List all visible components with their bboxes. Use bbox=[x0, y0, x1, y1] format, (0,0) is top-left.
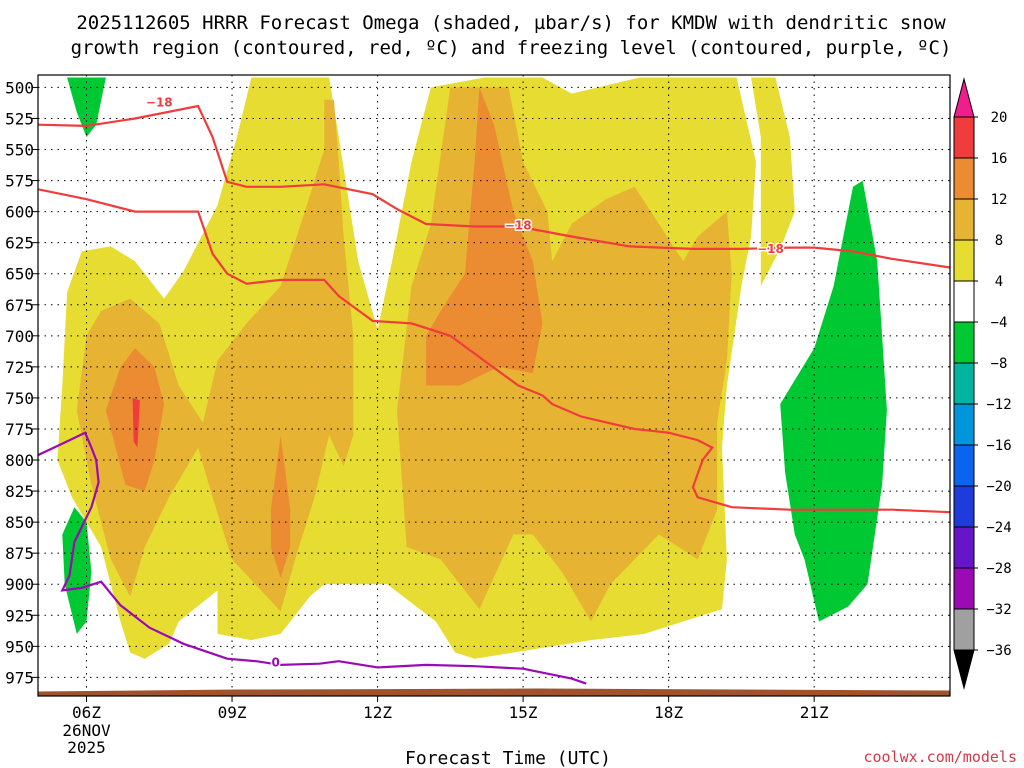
contour-label-3: 0 bbox=[272, 655, 280, 669]
y-tick-label-13: 825 bbox=[5, 482, 34, 501]
colorbar-label-3: 8 bbox=[995, 233, 1003, 249]
colorbar-bin-0 bbox=[953, 116, 975, 159]
y-tick-label-10: 750 bbox=[5, 389, 34, 408]
ground-terrain bbox=[38, 688, 950, 696]
y-tick-label-15: 875 bbox=[5, 544, 34, 563]
omega-region-5 bbox=[270, 435, 291, 578]
colorbar-bin-2 bbox=[953, 198, 975, 241]
colorbar-bin-9 bbox=[953, 485, 975, 528]
colorbar-label-5: −4 bbox=[991, 315, 1008, 331]
colorbar-bin-6 bbox=[953, 362, 975, 405]
x-tick-label-5: 21Z bbox=[800, 703, 829, 722]
y-tick-label-9: 725 bbox=[5, 358, 34, 377]
y-tick-label-1: 525 bbox=[5, 109, 34, 128]
colorbar-bin-5 bbox=[953, 321, 975, 364]
y-tick-label-12: 800 bbox=[5, 451, 34, 470]
plot-frame bbox=[37, 74, 951, 697]
omega-region-8 bbox=[67, 77, 106, 138]
colorbar-label-1: 16 bbox=[991, 151, 1008, 167]
colorbar-label-6: −8 bbox=[991, 356, 1008, 372]
chart-title-line2: growth region (contoured, red, ºC) and f… bbox=[71, 37, 952, 59]
y-tick-label-7: 675 bbox=[5, 296, 34, 315]
colorbar-label-13: −36 bbox=[986, 643, 1011, 659]
colorbar-bin-1 bbox=[953, 157, 975, 200]
omega-shading bbox=[57, 77, 887, 659]
colorbar-label-12: −32 bbox=[986, 602, 1011, 618]
omega-region-9 bbox=[62, 507, 92, 634]
y-tick-label-4: 600 bbox=[5, 203, 34, 222]
y-tick-label-5: 625 bbox=[5, 234, 34, 253]
colorbar-label-11: −28 bbox=[986, 561, 1011, 577]
y-tick-label-0: 500 bbox=[5, 78, 34, 97]
x-tick-date: 26NOV bbox=[62, 721, 111, 740]
colorbar-bin-8 bbox=[953, 444, 975, 487]
credit-link[interactable]: coolwx.com/models bbox=[863, 748, 1017, 766]
omega-region-7 bbox=[132, 397, 140, 448]
y-tick-label-17: 925 bbox=[5, 606, 34, 625]
y-tick-label-19: 975 bbox=[5, 668, 34, 687]
omega-region-6 bbox=[426, 87, 543, 386]
x-tick-label-4: 18Z bbox=[654, 703, 683, 722]
contour-label-0: −18 bbox=[146, 95, 173, 109]
colorbar-label-2: 12 bbox=[991, 192, 1008, 208]
y-tick-label-3: 575 bbox=[5, 172, 34, 191]
colorbar-bin-3 bbox=[953, 239, 975, 282]
colorbar-label-9: −20 bbox=[986, 479, 1011, 495]
contour-line-2 bbox=[38, 431, 587, 685]
colorbar-label-4: 4 bbox=[995, 274, 1003, 290]
y-tick-label-18: 950 bbox=[5, 637, 34, 656]
colorbar-bin-10 bbox=[953, 526, 975, 569]
y-tick-label-6: 650 bbox=[5, 265, 34, 284]
x-axis-label: Forecast Time (UTC) bbox=[405, 748, 611, 768]
terrain-fill bbox=[38, 688, 950, 696]
colorbar-bin-11 bbox=[953, 567, 975, 610]
contour-label-1: −18 bbox=[505, 218, 532, 232]
colorbar-bottom-triangle bbox=[953, 649, 975, 690]
y-tick-label-14: 850 bbox=[5, 513, 34, 532]
plot-area: −18 −18 −18 0 bbox=[37, 74, 951, 697]
colorbar-label-7: −12 bbox=[986, 397, 1011, 413]
contour-line-1 bbox=[38, 188, 950, 514]
y-tick-label-8: 700 bbox=[5, 327, 34, 346]
x-tick-label-0: 06Z bbox=[72, 703, 101, 722]
y-tick-label-2: 550 bbox=[5, 141, 34, 160]
omega-region-10 bbox=[780, 180, 887, 622]
y-axis: 500 525 550 575 600 625 650 675 700 725 750 775 800 8… bbox=[5, 78, 38, 687]
colorbar-bin-12 bbox=[953, 608, 975, 651]
colorbar-bin-4 bbox=[953, 280, 975, 323]
colorbar-label-10: −24 bbox=[986, 520, 1011, 536]
chart-title-line1: 2025112605 HRRR Forecast Omega (shaded, … bbox=[76, 12, 946, 34]
colorbar-label-8: −16 bbox=[986, 438, 1011, 454]
omega-region-1 bbox=[751, 77, 795, 287]
x-tick-label-1: 09Z bbox=[218, 703, 247, 722]
y-tick-label-16: 900 bbox=[5, 575, 34, 594]
x-tick-label-2: 12Z bbox=[363, 703, 392, 722]
x-tick-year: 2025 bbox=[67, 738, 106, 757]
y-tick-label-11: 775 bbox=[5, 420, 34, 439]
contour-lines: −18 −18 −18 0 bbox=[38, 94, 950, 685]
colorbar-label-0: 20 bbox=[991, 110, 1008, 126]
colorbar: 20 16 12 8 4 −4 −8 −12 −16 −20 −24 −28 −32 −36 bbox=[953, 77, 1012, 690]
colorbar-bin-7 bbox=[953, 403, 975, 446]
contour-line-0 bbox=[38, 104, 950, 269]
contour-label-2: −18 bbox=[757, 242, 784, 256]
x-tick-label-3: 15Z bbox=[509, 703, 538, 722]
